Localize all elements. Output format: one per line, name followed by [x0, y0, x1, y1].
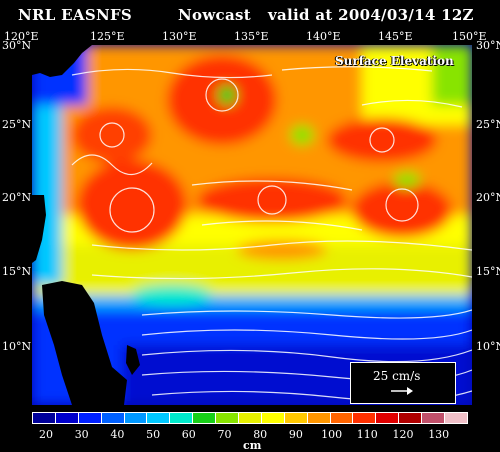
colorbar-tick-label: 20 [39, 428, 53, 441]
colorbar-tick-label: 30 [74, 428, 89, 441]
colorbar-swatch [78, 413, 102, 423]
colorbar-unit: cm [243, 439, 262, 452]
product-type: Nowcast [178, 6, 251, 24]
velocity-scale-label: 25 cm/s [373, 369, 421, 383]
colorbar-swatch [307, 413, 331, 423]
colorbar-tick-label: 80 [253, 428, 268, 441]
lat-label-left-15n: 15°N [2, 265, 32, 278]
surface-elevation-map [32, 45, 472, 405]
colorbar-tick-label: 120 [392, 428, 414, 441]
colorbar-swatch [353, 413, 377, 423]
lon-label-150e: 150°E [452, 30, 487, 43]
colorbar-swatch [284, 413, 308, 423]
colorbar-tick-label: 130 [428, 428, 450, 441]
lat-label-left-10n: 10°N [2, 340, 32, 353]
colorbar-swatch [147, 413, 171, 423]
colorbar [32, 412, 468, 424]
colorbar-swatch [376, 413, 400, 423]
colorbar-swatch [101, 413, 125, 423]
colorbar-swatch [422, 413, 446, 423]
lon-label-140e: 140°E [306, 30, 341, 43]
velocity-scale-legend: 25 cm/s [350, 362, 456, 404]
colorbar-swatch [330, 413, 354, 423]
colorbar-swatch [216, 413, 240, 423]
colorbar-swatch [399, 413, 423, 423]
colorbar-swatch [445, 413, 467, 423]
lon-label-145e: 145°E [378, 30, 413, 43]
arrow-right-icon [391, 387, 413, 395]
colorbar-swatch [170, 413, 194, 423]
colorbar-swatch [55, 413, 79, 423]
lat-label-right-30n: 30°N [476, 39, 500, 52]
lat-label-right-25n: 25°N [476, 118, 500, 131]
lon-label-130e: 130°E [162, 30, 197, 43]
colorbar-tick-label: 40 [110, 428, 125, 441]
colorbar-tick-label: 110 [356, 428, 378, 441]
lon-label-125e: 125°E [90, 30, 125, 43]
colorbar-tick-label: 60 [181, 428, 196, 441]
lat-label-left-30n: 30°N [2, 39, 32, 52]
model-name: NRL EASNFS [18, 6, 133, 24]
colorbar-swatch [261, 413, 285, 423]
lat-label-left-25n: 25°N [2, 118, 32, 131]
field-label: Surface Elevation [335, 54, 454, 68]
lat-label-right-20n: 20°N [476, 191, 500, 204]
colorbar-swatch [239, 413, 262, 423]
colorbar-tick-label: 50 [146, 428, 161, 441]
colorbar-swatch [33, 413, 56, 423]
colorbar-tick-label: 100 [321, 428, 343, 441]
colorbar-swatch [124, 413, 148, 423]
colorbar-tick-label: 90 [288, 428, 303, 441]
colorbar-swatch [193, 413, 217, 423]
lon-label-120e: 120°E [4, 30, 39, 43]
lat-label-right-10n: 10°N [476, 340, 500, 353]
lat-label-left-20n: 20°N [2, 191, 32, 204]
colorbar-tick-label: 70 [217, 428, 232, 441]
lon-label-135e: 135°E [234, 30, 269, 43]
lat-label-right-15n: 15°N [476, 265, 500, 278]
land-masses [32, 45, 140, 405]
valid-time: valid at 2004/03/14 12Z [268, 6, 474, 24]
